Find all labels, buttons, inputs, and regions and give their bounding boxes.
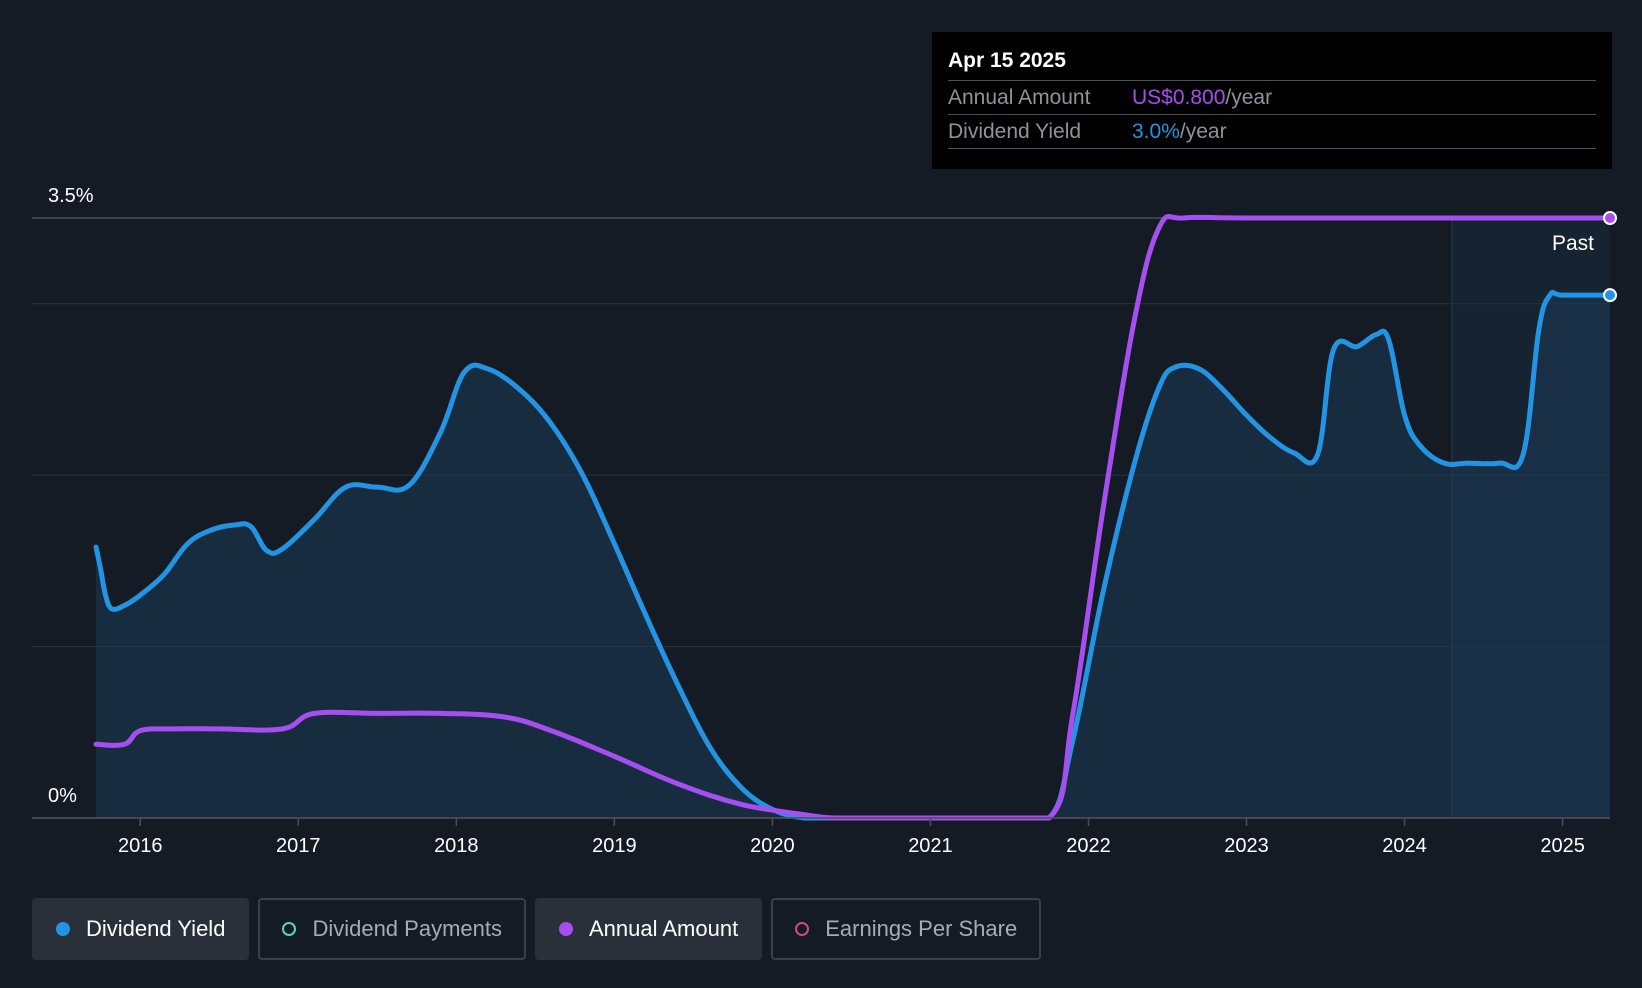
x-tick-label: 2023 <box>1224 835 1269 857</box>
legend-label: Dividend Yield <box>86 916 226 941</box>
tooltip-unit: /year <box>1179 120 1227 143</box>
dividend-yield-area <box>96 292 1610 818</box>
x-tick-label: 2022 <box>1066 835 1111 857</box>
tooltip-value: US$0.800 <box>1132 86 1226 109</box>
x-tick-label: 2018 <box>434 835 479 857</box>
legend-dividend-payments-button[interactable]: Dividend Payments <box>258 898 526 960</box>
x-tick-label: 2025 <box>1540 835 1585 857</box>
x-tick-label: 2024 <box>1382 835 1427 857</box>
legend-dot-icon <box>56 922 70 936</box>
legend-label: Dividend Payments <box>312 916 502 941</box>
tooltip: Apr 15 2025 Annual Amount US$0.800 /year… <box>932 32 1612 169</box>
x-tick-label: 2019 <box>592 835 637 857</box>
end-markers <box>1603 211 1617 303</box>
tooltip-row-annual-amount: Annual Amount US$0.800 /year <box>948 80 1596 114</box>
series-end-marker <box>1603 288 1617 303</box>
tooltip-row-dividend-yield: Dividend Yield 3.0% /year <box>948 114 1596 149</box>
tooltip-unit: /year <box>1225 86 1273 109</box>
x-tick-label: 2021 <box>908 835 953 857</box>
legend-dot-icon <box>282 922 297 936</box>
tooltip-date: Apr 15 2025 <box>948 49 1066 72</box>
legend-earnings-per-share-button[interactable]: Earnings Per Share <box>771 898 1042 960</box>
x-tick-label: 2016 <box>118 835 163 857</box>
legend-annual-amount-button[interactable]: Annual Amount <box>534 898 763 960</box>
x-tick-label: 2017 <box>276 835 321 857</box>
annual-amount-line <box>93 214 1613 821</box>
legend: Dividend Yield Dividend Payments Annual … <box>32 898 1042 960</box>
x-tick-label: 2020 <box>750 835 795 857</box>
legend-label: Earnings Per Share <box>825 916 1018 941</box>
legend-dot-icon <box>795 922 810 936</box>
tooltip-value: 3.0% <box>1132 120 1180 143</box>
tooltip-label: Dividend Yield <box>948 120 1082 143</box>
legend-dividend-yield-button[interactable]: Dividend Yield <box>32 898 250 960</box>
tooltip-label: Annual Amount <box>948 86 1091 109</box>
series-end-marker <box>1603 211 1617 225</box>
past-label: Past <box>1552 232 1594 255</box>
x-axis: 2016 2017 2018 2019 2020 2021 2022 2023 2024 2025 <box>32 817 1610 857</box>
y-axis-bottom-label: 0% <box>48 785 77 807</box>
legend-label: Annual Amount <box>588 916 739 941</box>
y-axis-top-label: 3.5% <box>48 185 94 207</box>
legend-dot-icon <box>558 922 573 936</box>
